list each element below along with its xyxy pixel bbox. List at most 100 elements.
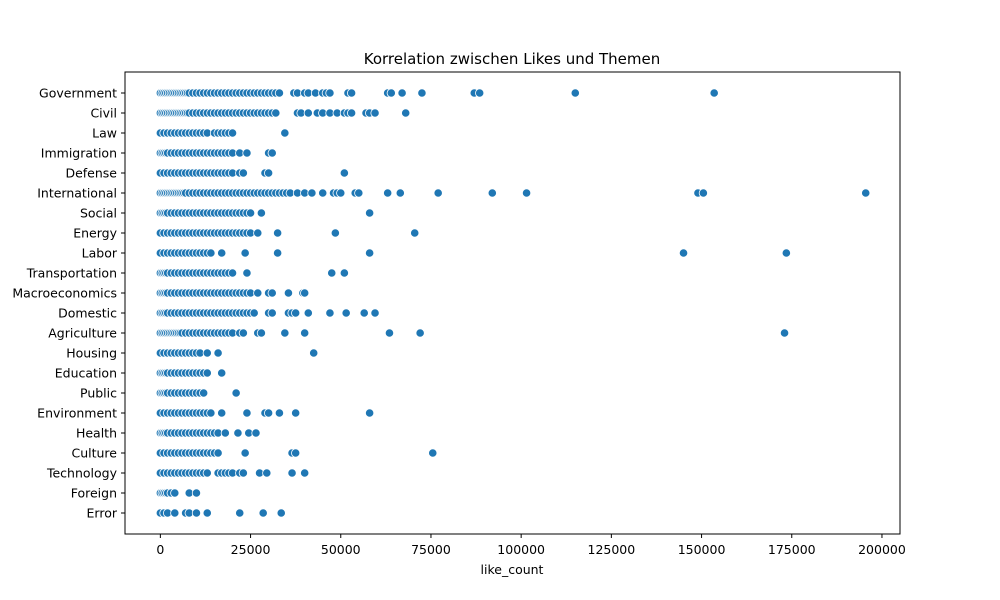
data-point-education [217,368,227,378]
data-point-international [318,188,328,198]
data-point-international [861,188,871,198]
data-point-labor [206,248,216,258]
y-tick-label-culture: Culture [71,446,117,461]
data-point-international [487,188,497,198]
y-tick-label-civil: Civil [90,106,117,121]
y-tick-label-transportation: Transportation [26,266,117,281]
data-point-labor [240,248,250,258]
chart-title: Korrelation zwischen Likes und Themen [364,50,661,68]
data-point-government [325,88,335,98]
data-point-environment [242,408,252,418]
data-point-macroeconomics [253,288,263,298]
x-tick-label: 50000 [321,542,361,557]
data-point-labor [781,248,791,258]
data-point-civil [303,108,313,118]
y-tick-label-public: Public [80,386,117,401]
data-point-macroeconomics [300,288,310,298]
data-point-labor [273,248,283,258]
data-point-technology [300,468,310,478]
data-point-technology [262,468,272,478]
data-point-agriculture [779,328,790,338]
data-point-housing [309,348,319,358]
x-tick-label: 175000 [768,542,816,557]
data-point-domestic [341,308,351,318]
data-point-environment [274,408,285,418]
data-point-environment [263,408,274,418]
data-point-government [417,88,427,98]
data-point-energy [273,228,283,238]
data-point-international [307,188,317,198]
data-point-error [202,508,212,518]
data-point-error [258,508,268,518]
data-point-error [170,508,180,518]
data-point-technology [202,468,212,478]
data-point-international [395,188,405,198]
data-point-government [397,88,407,98]
data-point-environment [365,408,375,418]
data-point-domestic [303,308,313,318]
data-point-domestic [291,308,301,318]
data-point-transportation [227,268,238,278]
data-point-transportation [242,268,252,278]
data-point-environment [217,408,227,418]
data-point-housing [202,348,212,358]
data-point-technology [287,468,297,478]
data-point-government [386,88,396,98]
data-point-international [383,188,393,198]
data-point-law [280,128,290,138]
data-point-social [245,208,256,218]
x-tick-label: 75000 [411,542,451,557]
data-point-energy [410,228,420,238]
data-point-culture [428,448,438,458]
data-point-energy [330,228,340,238]
data-point-international [698,188,708,198]
data-point-agriculture [300,328,310,338]
data-point-culture [291,448,301,458]
y-tick-label-immigration: Immigration [41,146,117,161]
data-point-transportation [339,268,349,278]
x-tick-label: 100000 [497,542,545,557]
data-point-culture [240,448,250,458]
data-point-defense [339,168,349,178]
y-tick-label-defense: Defense [65,166,117,181]
y-tick-label-social: Social [80,206,117,221]
x-axis-ticks: 0 25000 50000 75000 100000 125000 150000 175000… [156,534,906,557]
data-point-housing [213,348,223,358]
data-point-government [475,88,485,98]
data-point-environment [291,408,301,418]
y-tick-label-domestic: Domestic [58,306,117,321]
data-point-agriculture [415,328,425,338]
data-point-health [233,428,243,438]
data-point-government [570,88,580,98]
y-tick-label-error: Error [87,506,118,521]
y-tick-label-macroeconomics: Macroeconomics [12,286,117,301]
data-point-social [256,208,266,218]
data-point-culture [213,448,223,458]
data-point-domestic [325,308,335,318]
data-point-government [709,88,719,98]
y-tick-label-government: Government [39,86,117,101]
data-point-defense [263,168,274,178]
data-point-public [231,388,241,398]
data-point-international [354,188,364,198]
data-point-foreign [191,488,202,498]
data-point-labor [365,248,375,258]
data-point-macroeconomics [283,288,294,298]
y-tick-label-international: International [37,186,117,201]
data-point-international [336,188,346,198]
data-point-government [274,88,285,98]
y-tick-label-foreign: Foreign [71,486,117,501]
data-point-international [433,188,443,198]
data-point-immigration [242,148,252,158]
data-point-health [220,428,230,438]
data-point-agriculture [256,328,266,338]
x-tick-label: 150000 [678,542,726,557]
y-tick-label-housing: Housing [66,346,117,361]
data-point-foreign [170,488,180,498]
data-point-public [199,388,209,398]
y-tick-label-health: Health [76,426,117,441]
data-point-civil [370,108,380,118]
data-point-domestic [249,308,259,318]
data-point-error [191,508,202,518]
y-tick-label-agriculture: Agriculture [48,326,117,341]
